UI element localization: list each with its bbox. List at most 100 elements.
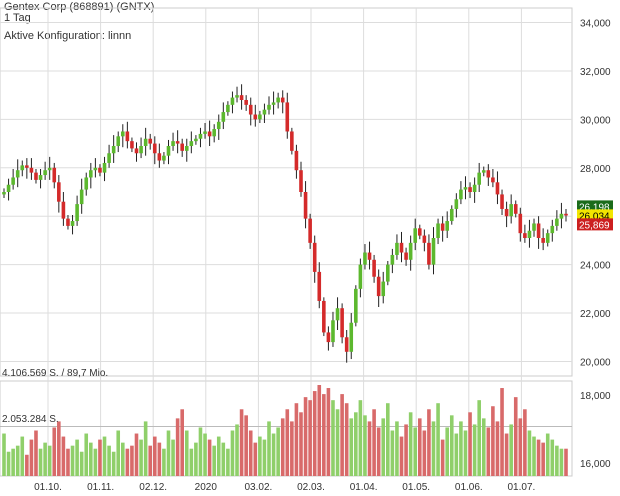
volume-bars <box>2 385 568 476</box>
volume-bar <box>303 397 308 476</box>
candle-body <box>404 252 408 260</box>
volume-bar <box>116 430 121 476</box>
candle-body <box>436 223 440 238</box>
volume-bar <box>354 412 358 476</box>
volume-bar <box>271 433 276 476</box>
volume-bar <box>395 421 399 476</box>
volume-bar <box>326 388 331 476</box>
candle-body <box>152 143 157 154</box>
volume-bar <box>38 448 43 476</box>
candle-body <box>47 167 52 171</box>
volume-bar <box>84 433 89 476</box>
volume-bar <box>184 430 189 476</box>
volume-bar <box>70 445 75 476</box>
candle-body <box>66 218 70 226</box>
candle-body <box>248 104 253 115</box>
candle-body <box>454 199 459 209</box>
candle-body <box>52 167 57 183</box>
candle-body <box>527 230 532 238</box>
volume-bar <box>267 421 271 476</box>
volume-tick-label: 16,000 <box>580 459 611 470</box>
x-tick-label: 2020 <box>195 482 218 493</box>
volume-bar <box>449 415 454 476</box>
volume-bar <box>468 412 472 476</box>
candle-body <box>198 133 203 139</box>
candle-body <box>276 97 280 103</box>
candle-body <box>422 235 427 243</box>
volume-bar <box>47 445 52 476</box>
volume-bar <box>504 433 509 476</box>
volume-bar <box>317 385 322 476</box>
candle-body <box>157 153 162 161</box>
volume-bar <box>344 403 349 476</box>
volume-bar <box>253 442 258 476</box>
candle-body <box>271 102 276 105</box>
candle-body <box>349 322 354 352</box>
volume-bar <box>276 427 280 476</box>
volume-bar <box>358 400 363 476</box>
candle-body <box>11 177 15 185</box>
volume-bar <box>166 430 171 476</box>
volume-bar <box>294 403 299 476</box>
candle-body <box>504 208 509 217</box>
candle-body <box>354 288 358 323</box>
volume-bar <box>189 448 194 476</box>
volume-bar <box>555 445 559 476</box>
candle-body <box>367 252 372 260</box>
candle-body <box>358 264 363 289</box>
volume-bar <box>180 409 184 476</box>
volume-bar <box>102 436 107 476</box>
candle-body <box>472 184 477 192</box>
candle-body <box>280 97 285 103</box>
volume-bar <box>226 448 230 476</box>
candle-body <box>148 138 153 144</box>
candle-body <box>143 138 148 146</box>
candle-body <box>477 172 481 185</box>
volume-bar <box>2 433 6 476</box>
volume-bar <box>527 430 532 476</box>
y-tick-label: 32,000 <box>580 67 611 78</box>
volume-bar <box>143 421 148 476</box>
volume-bar <box>477 400 481 476</box>
y-tick-label: 22,000 <box>580 309 611 320</box>
x-tick-label: 01.05. <box>402 482 430 493</box>
candle-body <box>536 223 541 238</box>
candle-body <box>79 189 84 205</box>
candle-body <box>98 167 102 173</box>
x-tick-label: 01.10. <box>34 482 62 493</box>
candle-body <box>555 218 559 226</box>
volume-bar <box>11 448 15 476</box>
volume-bar <box>340 394 344 476</box>
candle-body <box>340 308 344 338</box>
volume-bar <box>198 427 203 476</box>
volume-bar <box>290 421 294 476</box>
candle-body <box>84 177 89 190</box>
candle-body <box>344 337 349 352</box>
volume-bar <box>280 418 285 476</box>
volume-bar <box>230 430 235 476</box>
candle-body <box>363 252 367 265</box>
candle-body <box>116 136 121 146</box>
candles <box>2 84 568 363</box>
volume-bar <box>312 391 317 476</box>
candle-body <box>230 97 235 105</box>
price-badge-label: 26,198 <box>579 202 610 213</box>
candle-body <box>386 264 390 282</box>
volume-bar <box>221 442 226 476</box>
candle-body <box>481 170 486 173</box>
volume-bar <box>75 439 79 476</box>
x-tick-label: 01.07. <box>507 482 535 493</box>
candle-body <box>125 131 130 142</box>
volume-bar <box>564 448 568 476</box>
volume-bar <box>404 424 408 476</box>
config-label[interactable]: Aktive Konfiguration: linnn <box>4 30 132 42</box>
candle-body <box>120 131 125 137</box>
candle-body <box>495 182 500 195</box>
x-tick-label: 01.06. <box>455 482 483 493</box>
volume-bar <box>472 424 477 476</box>
chart-title: Gentex Corp (868891) (GNTX) <box>4 1 155 13</box>
volume-bar <box>285 409 290 476</box>
x-tick-label: 01.11. <box>87 482 114 493</box>
candle-body <box>25 165 29 168</box>
